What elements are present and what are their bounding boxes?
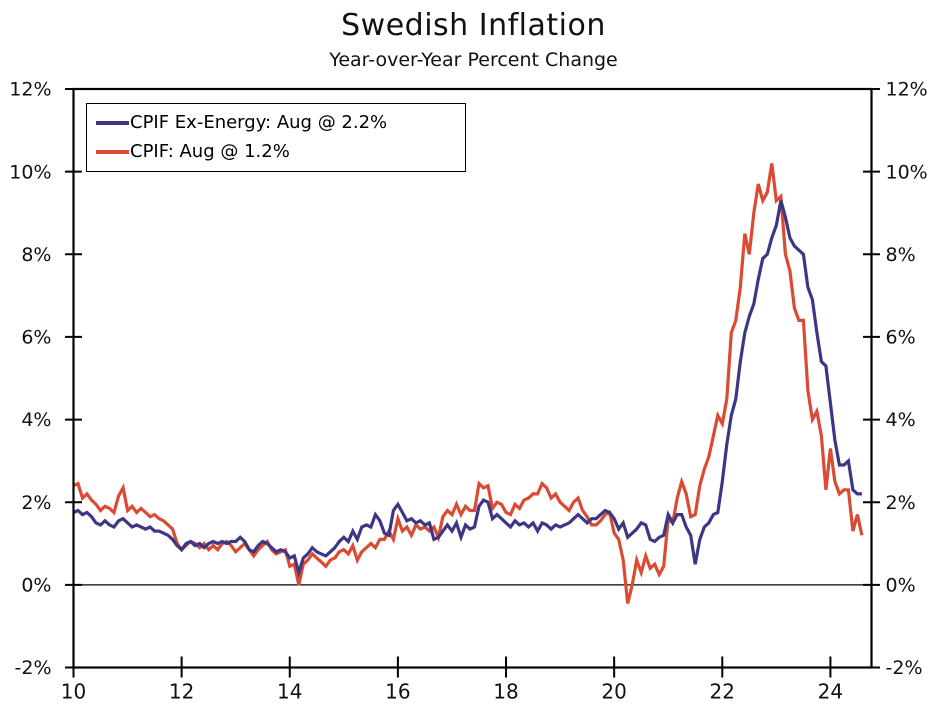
y-axis-label-left: -2% (15, 657, 52, 679)
y-axis-label-right: 10% (886, 161, 928, 183)
x-axis-label: 24 (818, 680, 843, 704)
chart-subtitle: Year-over-Year Percent Change (329, 49, 618, 71)
x-axis-label: 12 (169, 680, 194, 704)
x-axis-label: 22 (710, 680, 735, 704)
y-axis-label-right: -2% (886, 657, 923, 679)
y-axis-label-right: 0% (886, 575, 916, 597)
y-axis-label-left: 12% (9, 79, 51, 101)
legend-box: CPIF Ex-Energy: Aug @ 2.2% CPIF: Aug @ 1… (86, 103, 466, 172)
y-axis-label-left: 4% (21, 409, 51, 431)
y-axis-label-right: 12% (886, 79, 928, 101)
y-axis-label-left: 2% (21, 492, 51, 514)
x-axis-label: 14 (277, 680, 302, 704)
legend-label-cpif-ex-energy: CPIF Ex-Energy: Aug @ 2.2% (130, 112, 388, 133)
x-axis-label: 16 (385, 680, 410, 704)
y-axis-label-left: 10% (9, 161, 51, 183)
cpif-ex-energy-line (72, 200, 862, 579)
y-axis-label-left: 8% (21, 244, 51, 266)
x-axis-label: 20 (601, 680, 626, 704)
cpif-line-swatch (96, 150, 129, 154)
legend-item-cpif: CPIF: Aug @ 1.2% (96, 142, 465, 162)
legend-item-cpif-ex-energy: CPIF Ex-Energy: Aug @ 2.2% (96, 113, 465, 133)
y-axis-label-right: 2% (886, 492, 916, 514)
cpif-line (72, 163, 864, 604)
y-axis-label-right: 6% (886, 327, 916, 349)
chart-title: Swedish Inflation (341, 8, 606, 43)
x-axis-label: 18 (493, 680, 518, 704)
y-axis-label-right: 8% (886, 244, 916, 266)
plot-border (72, 87, 873, 669)
y-axis-label-left: 0% (21, 575, 51, 597)
y-axis-label-right: 4% (886, 409, 916, 431)
y-axis-label-left: 6% (21, 327, 51, 349)
legend-label-cpif: CPIF: Aug @ 1.2% (130, 141, 290, 162)
x-axis-label: 10 (61, 680, 86, 704)
cpif-ex-energy-line-swatch (96, 121, 129, 125)
